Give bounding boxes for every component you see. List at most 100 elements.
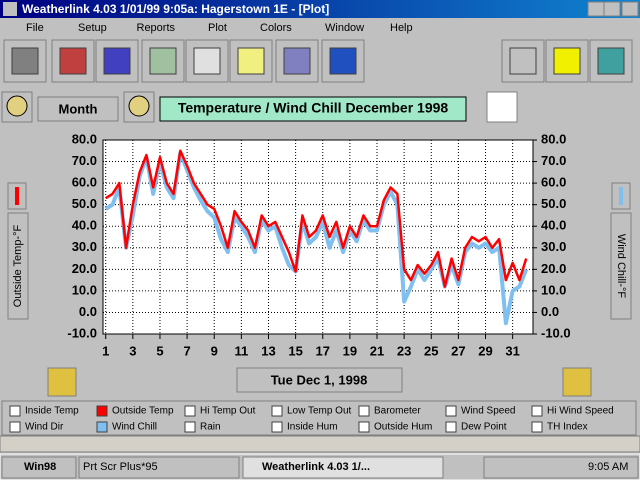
menu-item[interactable] — [366, 19, 367, 20]
x-tick-label: 25 — [424, 343, 438, 358]
menu-label[interactable]: Reports — [137, 22, 176, 34]
left-series-swatch — [15, 187, 19, 205]
menu-label[interactable]: Colors — [260, 22, 292, 34]
y2-tick-label: 80.0 — [541, 131, 566, 146]
menu-label[interactable]: Help — [390, 22, 413, 34]
x-tick-label: 23 — [397, 343, 411, 358]
checkbox[interactable] — [184, 405, 196, 417]
task-label: Prt Scr Plus*95 — [83, 461, 158, 473]
left-axis-box — [7, 212, 29, 320]
y-tick-label: 80.0 — [72, 131, 97, 146]
task-label: Weatherlink 4.03 1/... — [262, 461, 370, 473]
start-label: Win98 — [24, 461, 56, 473]
y-tick-label: 10.0 — [72, 282, 97, 297]
y-tick-label: -10.0 — [67, 325, 97, 340]
x-tick-label: 21 — [370, 343, 384, 358]
lock-right[interactable] — [562, 367, 592, 397]
tool-icon — [509, 47, 537, 75]
menu-label[interactable]: Plot — [208, 22, 227, 34]
menu-item[interactable] — [113, 19, 114, 20]
eraser[interactable] — [486, 91, 518, 123]
checkbox[interactable] — [531, 421, 543, 433]
legend-label: Wind Dir — [25, 422, 64, 433]
x-tick-label: 13 — [261, 343, 275, 358]
y2-tick-label: 30.0 — [541, 239, 566, 254]
right-series-swatch — [619, 187, 623, 205]
x-tick-label: 29 — [478, 343, 492, 358]
window-title: Weatherlink 4.03 1/01/99 9:05a: Hagersto… — [22, 2, 329, 16]
menu-label[interactable]: Window — [325, 22, 364, 34]
tool-icon — [597, 47, 625, 75]
maximize[interactable] — [603, 1, 621, 17]
x-tick-label: 7 — [183, 343, 190, 358]
task-button[interactable] — [242, 456, 444, 479]
legend: Inside Temp Outside Temp Hi Temp Out Low Te… — [9, 405, 614, 433]
y2-tick-label: 20.0 — [541, 261, 566, 276]
checkbox[interactable] — [445, 421, 457, 433]
legend-label: Hi Temp Out — [200, 406, 256, 417]
menu-label[interactable]: File — [26, 22, 44, 34]
legend-label: Barometer — [374, 406, 421, 417]
app-icon — [3, 2, 17, 16]
legend-label: Inside Hum — [287, 422, 338, 433]
tray — [483, 456, 639, 479]
x-tick-label: 17 — [316, 343, 330, 358]
minimize[interactable] — [587, 1, 605, 17]
y2-tick-label: 10.0 — [541, 282, 566, 297]
checkbox[interactable] — [96, 405, 108, 417]
clock: 9:05 AM — [588, 461, 628, 473]
legend-label: Outside Temp — [112, 406, 174, 417]
checkbox[interactable] — [445, 405, 457, 417]
legend-label: Low Temp Out — [287, 406, 352, 417]
y2-tick-label: 40.0 — [541, 218, 566, 233]
legend-label: Wind Chill — [112, 422, 157, 433]
x-tick-label: 15 — [288, 343, 302, 358]
legend-label: Wind Speed — [461, 406, 515, 417]
menu-item[interactable] — [301, 19, 302, 20]
menu-item[interactable] — [236, 19, 237, 20]
tool-icon — [103, 47, 131, 75]
menu-item[interactable] — [54, 19, 55, 20]
y-tick-label: 30.0 — [72, 239, 97, 254]
x-tick-label: 31 — [505, 343, 519, 358]
legend-panel — [1, 400, 637, 436]
y-tick-label: 70.0 — [72, 153, 97, 168]
period-button[interactable] — [37, 96, 119, 122]
legend-label: Hi Wind Speed — [547, 406, 614, 417]
checkbox[interactable] — [358, 405, 370, 417]
chart-title-box — [159, 96, 467, 122]
y-axis-label: Outside Temp-°F — [12, 224, 24, 307]
checkbox[interactable] — [184, 421, 196, 433]
task-button[interactable] — [78, 456, 240, 479]
menu-item[interactable] — [2, 19, 3, 20]
checkbox[interactable] — [271, 421, 283, 433]
start-button[interactable] — [1, 456, 77, 479]
toolbar — [3, 39, 633, 83]
menu-item[interactable] — [184, 19, 185, 20]
close[interactable] — [621, 1, 639, 17]
checkbox[interactable] — [271, 405, 283, 417]
legend-label: Rain — [200, 422, 221, 433]
tool-icon — [237, 47, 265, 75]
x-tick-label: 27 — [451, 343, 465, 358]
tool-icon — [193, 47, 221, 75]
scrollbar[interactable] — [0, 435, 640, 453]
menu-label[interactable]: Setup — [78, 22, 107, 34]
checkbox[interactable] — [9, 405, 21, 417]
checkbox[interactable] — [531, 405, 543, 417]
y2-tick-label: -10.0 — [541, 325, 571, 340]
window-buttons[interactable] — [587, 1, 639, 17]
lock-left[interactable] — [47, 367, 77, 397]
legend-label: Dew Point — [461, 422, 507, 433]
date-label: Tue Dec 1, 1998 — [271, 372, 368, 387]
date-button[interactable] — [236, 367, 403, 393]
right-axis-box — [610, 212, 632, 320]
checkbox[interactable] — [9, 421, 21, 433]
checkbox[interactable] — [358, 421, 370, 433]
tool-button[interactable] — [51, 39, 95, 83]
checkbox[interactable] — [96, 421, 108, 433]
menu-bar: File Setup Reports Plot Colors Window Help — [2, 19, 413, 34]
title-bar — [0, 0, 640, 18]
